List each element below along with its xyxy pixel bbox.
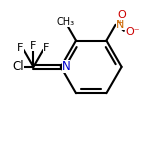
Text: Cl: Cl [12,60,24,73]
Text: N: N [62,60,70,73]
Text: +: + [117,17,123,26]
Text: N: N [116,20,125,30]
Text: O: O [118,10,127,20]
Text: O⁻: O⁻ [126,27,140,37]
Text: F: F [30,41,37,51]
Text: F: F [43,43,50,53]
Text: CH₃: CH₃ [56,17,74,27]
Text: F: F [17,43,24,53]
